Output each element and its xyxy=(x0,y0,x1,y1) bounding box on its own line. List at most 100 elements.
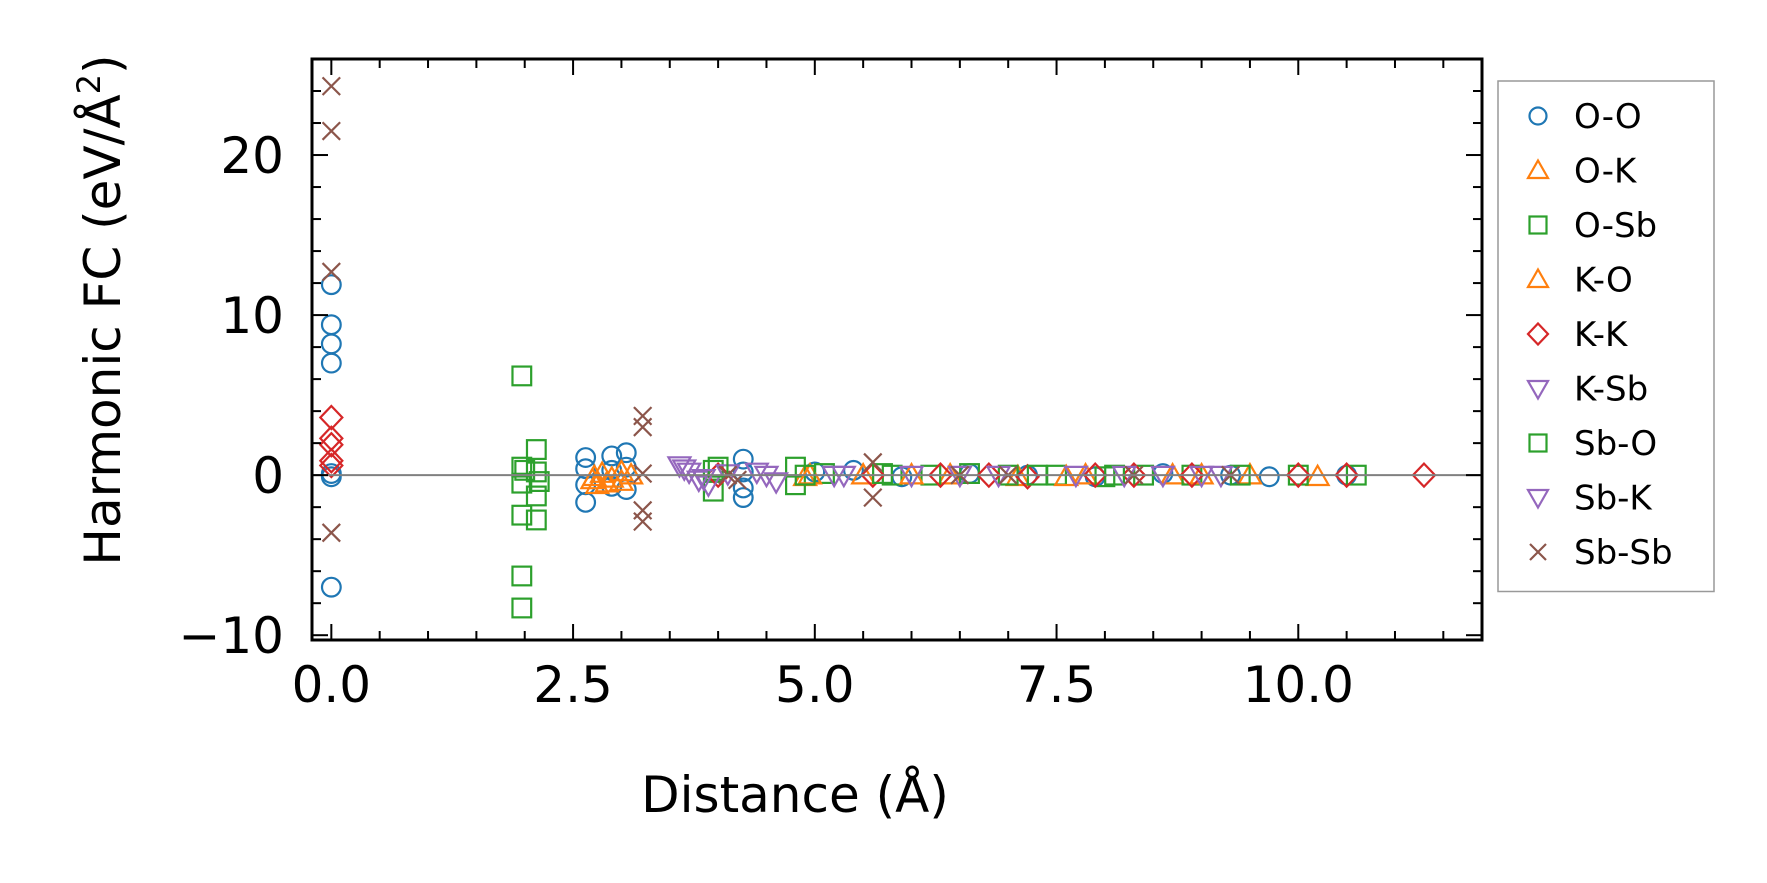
data-point xyxy=(872,463,893,484)
data-point xyxy=(1411,461,1437,489)
data-point xyxy=(850,461,877,485)
data-point xyxy=(320,576,342,598)
data-point xyxy=(863,487,883,508)
legend: O-O O-K O-Sb K-O K-K K-Sb Sb-O Sb-K Sb-Sb xyxy=(1497,80,1715,593)
legend-marker xyxy=(1526,379,1550,401)
data-point xyxy=(318,431,344,458)
legend-label: Sb-K xyxy=(1574,479,1653,519)
data-point xyxy=(511,472,533,494)
legend-marker xyxy=(1528,215,1548,235)
x-tick-label: 5.0 xyxy=(775,656,855,714)
data-point xyxy=(863,452,883,472)
data-point xyxy=(633,511,653,532)
data-point xyxy=(976,461,1002,489)
data-point xyxy=(1082,461,1108,489)
data-point xyxy=(732,477,754,499)
data-point xyxy=(318,452,344,479)
legend-label: O-K xyxy=(1574,152,1638,192)
data-point xyxy=(525,509,547,531)
data-point xyxy=(666,456,693,479)
legend-item-o-k: O-K xyxy=(1526,152,1638,192)
data-point xyxy=(1258,466,1280,488)
data-point xyxy=(732,448,754,470)
y-tick-label: −10 xyxy=(178,607,284,665)
axes: 0.0 2.5 5.0 7.5 10.0 −10 0 10 20 xyxy=(178,57,1484,714)
y-axis-label-main: Harmonic FC (eV/Å xyxy=(74,94,132,565)
data-point xyxy=(318,404,344,431)
data-point xyxy=(633,463,653,484)
data-point xyxy=(511,565,533,587)
legend-item-sb-k: Sb-K xyxy=(1526,479,1653,519)
data-point xyxy=(511,597,533,619)
data-point xyxy=(511,365,533,387)
y-axis-label: Harmonic FC (eV/Å2) xyxy=(70,54,132,565)
y-tick-label: 20 xyxy=(220,127,284,185)
data-point xyxy=(594,469,620,493)
data-point xyxy=(320,466,342,488)
data-point xyxy=(511,456,533,478)
data-point xyxy=(707,456,729,478)
legend-label: O-O xyxy=(1574,97,1642,137)
data-point xyxy=(753,465,780,489)
legend-marker xyxy=(1526,321,1550,347)
data-point xyxy=(860,461,886,489)
data-point xyxy=(514,459,536,481)
data-point xyxy=(743,462,770,486)
y-axis-label-superscript: 2 xyxy=(70,74,108,94)
legend-marker xyxy=(1526,488,1550,510)
legend-label: K-Sb xyxy=(1574,370,1648,410)
data-point xyxy=(1334,461,1360,489)
x-axis-label: Distance (Å) xyxy=(641,766,949,824)
legend-item-k-k: K-K xyxy=(1526,315,1629,355)
series-k-k xyxy=(318,404,1437,490)
data-point xyxy=(320,274,342,296)
data-point xyxy=(927,461,954,489)
data-point xyxy=(732,487,754,509)
legend-marker xyxy=(1526,158,1550,180)
x-tick-label: 7.5 xyxy=(1017,656,1097,714)
data-point xyxy=(525,439,547,460)
legend-item-k-sb: K-Sb xyxy=(1526,370,1648,410)
data-point xyxy=(321,76,341,96)
data-point xyxy=(898,465,925,489)
legend-item-sb-o: Sb-O xyxy=(1528,424,1657,464)
legend-label: Sb-O xyxy=(1574,424,1657,464)
data-point xyxy=(1072,461,1099,485)
data-point xyxy=(1188,461,1215,485)
data-point xyxy=(763,472,790,495)
data-point xyxy=(321,523,341,543)
y-tick-label: 10 xyxy=(220,287,284,345)
data-point xyxy=(633,417,653,437)
data-point xyxy=(985,465,1012,489)
data-point xyxy=(525,485,547,507)
y-axis-label-end: ) xyxy=(74,54,132,74)
data-point xyxy=(1062,465,1089,489)
data-point xyxy=(1121,461,1147,489)
legend-marker xyxy=(1526,267,1550,289)
legend-marker xyxy=(1528,433,1548,453)
data-point xyxy=(830,465,857,489)
data-point xyxy=(690,468,717,492)
legend-marker xyxy=(1529,543,1547,561)
data-point xyxy=(1111,465,1138,489)
data-point xyxy=(1208,465,1234,489)
data-point xyxy=(685,470,712,494)
legend-marker xyxy=(1528,106,1548,126)
series-sb-k xyxy=(671,459,1215,492)
legend-item-o-o: O-O xyxy=(1528,97,1642,137)
legend-item-k-o: K-O xyxy=(1526,261,1633,301)
data-point xyxy=(946,465,973,489)
legend-label: K-O xyxy=(1574,261,1633,301)
data-point xyxy=(320,352,342,374)
legend-item-o-sb: O-Sb xyxy=(1528,206,1657,246)
data-point xyxy=(1015,463,1041,490)
data-point xyxy=(528,471,550,492)
legend-item-sb-sb: Sb-Sb xyxy=(1529,533,1673,573)
plot-frame xyxy=(310,57,1484,642)
data-point xyxy=(1179,461,1205,489)
data-point xyxy=(321,262,341,282)
data-point xyxy=(727,470,748,490)
data-point xyxy=(608,458,635,482)
